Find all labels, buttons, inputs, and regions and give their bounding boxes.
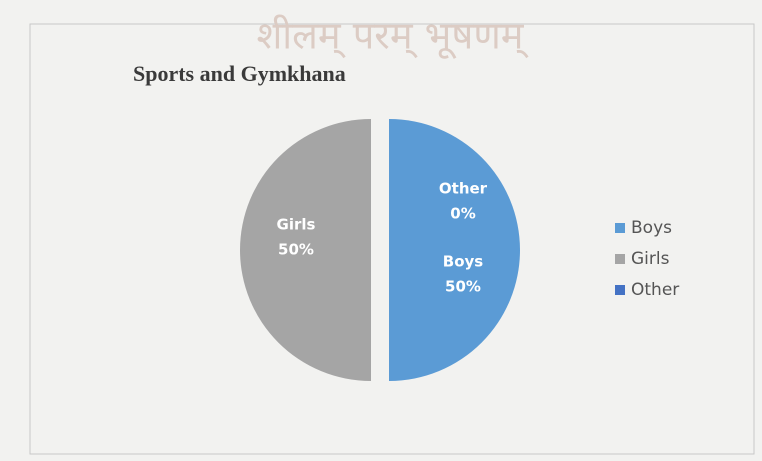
- slice-category-label: Girls: [277, 216, 316, 234]
- legend-label: Other: [631, 280, 679, 300]
- pie-slice: [240, 119, 371, 381]
- legend-label: Boys: [631, 218, 672, 238]
- chart-frame: [29, 23, 755, 455]
- legend-swatch: [615, 254, 625, 264]
- legend-label: Girls: [631, 249, 670, 269]
- slice-value-label: 50%: [278, 241, 314, 259]
- pie-slice: [389, 119, 520, 381]
- slice-value-label: 0%: [450, 205, 475, 223]
- slice-value-label: 50%: [445, 278, 481, 296]
- legend-swatch: [615, 285, 625, 295]
- watermark: शीलम् परम् भूषणम्: [256, 14, 529, 60]
- legend-swatch: [615, 223, 625, 233]
- chart-title: Sports and Gymkhana: [133, 61, 346, 86]
- slice-category-label: Other: [439, 180, 488, 198]
- slice-category-label: Boys: [443, 253, 484, 271]
